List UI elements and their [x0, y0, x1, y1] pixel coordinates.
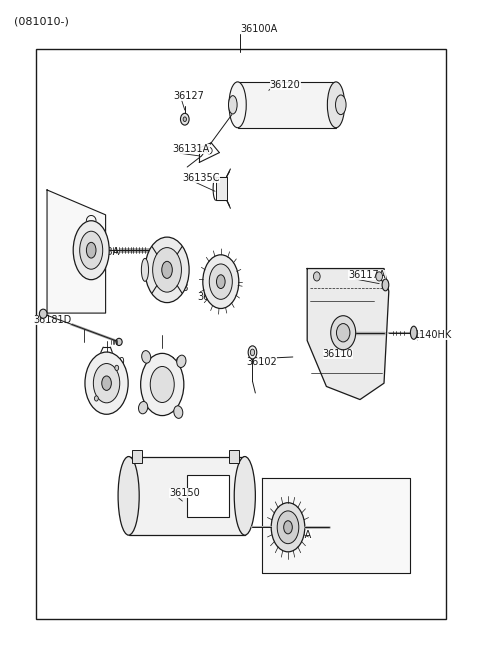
- Text: 36145: 36145: [198, 291, 228, 302]
- Ellipse shape: [142, 350, 151, 363]
- Text: 36143A: 36143A: [83, 247, 120, 257]
- Ellipse shape: [336, 95, 346, 115]
- Ellipse shape: [228, 96, 237, 114]
- Ellipse shape: [183, 117, 186, 122]
- Ellipse shape: [209, 264, 232, 299]
- Ellipse shape: [102, 376, 111, 390]
- Text: 36146A: 36146A: [275, 530, 312, 540]
- Text: 36110: 36110: [323, 348, 353, 359]
- Ellipse shape: [39, 309, 47, 318]
- Ellipse shape: [331, 316, 356, 350]
- Ellipse shape: [95, 396, 98, 401]
- Ellipse shape: [336, 324, 350, 342]
- Ellipse shape: [174, 406, 183, 419]
- Bar: [216, 177, 227, 200]
- Ellipse shape: [116, 338, 122, 346]
- Text: 36117A: 36117A: [348, 270, 386, 280]
- Ellipse shape: [85, 352, 128, 415]
- Text: 36170: 36170: [94, 357, 125, 367]
- Bar: [187, 475, 229, 517]
- Bar: [132, 450, 142, 463]
- Bar: [229, 450, 239, 463]
- Text: 36181D: 36181D: [34, 314, 72, 325]
- Ellipse shape: [251, 349, 254, 356]
- Ellipse shape: [271, 503, 305, 552]
- Text: 36100A: 36100A: [240, 24, 277, 34]
- Text: 36120: 36120: [270, 80, 300, 90]
- Text: 36140: 36140: [152, 357, 182, 367]
- Ellipse shape: [216, 275, 225, 289]
- Ellipse shape: [139, 402, 148, 414]
- Text: 1140HK: 1140HK: [414, 330, 452, 341]
- Ellipse shape: [153, 248, 181, 292]
- Ellipse shape: [177, 355, 186, 367]
- Text: 36135C: 36135C: [182, 172, 220, 183]
- Text: 36150: 36150: [169, 487, 200, 498]
- Ellipse shape: [248, 346, 257, 359]
- Ellipse shape: [86, 242, 96, 258]
- Text: (081010-): (081010-): [14, 16, 69, 26]
- Text: 36131A: 36131A: [173, 144, 210, 155]
- Ellipse shape: [327, 82, 345, 128]
- Bar: [238, 82, 336, 128]
- Ellipse shape: [162, 261, 172, 278]
- Bar: [36, 49, 446, 619]
- Polygon shape: [307, 269, 389, 400]
- Ellipse shape: [93, 364, 120, 403]
- Polygon shape: [262, 478, 410, 573]
- Ellipse shape: [277, 511, 299, 544]
- Ellipse shape: [229, 82, 246, 128]
- Bar: [129, 457, 245, 535]
- Ellipse shape: [73, 221, 109, 280]
- Ellipse shape: [118, 457, 139, 535]
- Ellipse shape: [410, 326, 417, 339]
- Ellipse shape: [180, 113, 189, 125]
- Ellipse shape: [376, 272, 383, 281]
- Ellipse shape: [234, 457, 255, 535]
- Ellipse shape: [313, 272, 320, 281]
- Ellipse shape: [145, 237, 189, 303]
- Ellipse shape: [80, 231, 103, 269]
- Ellipse shape: [115, 365, 119, 371]
- Ellipse shape: [203, 255, 239, 309]
- Ellipse shape: [150, 367, 174, 402]
- Text: 36127: 36127: [174, 90, 204, 101]
- Text: 36137B: 36137B: [152, 283, 189, 293]
- Text: 36102: 36102: [247, 357, 277, 367]
- Ellipse shape: [284, 521, 292, 534]
- Polygon shape: [47, 190, 106, 313]
- Ellipse shape: [382, 279, 389, 291]
- Ellipse shape: [141, 354, 184, 416]
- Ellipse shape: [142, 259, 149, 282]
